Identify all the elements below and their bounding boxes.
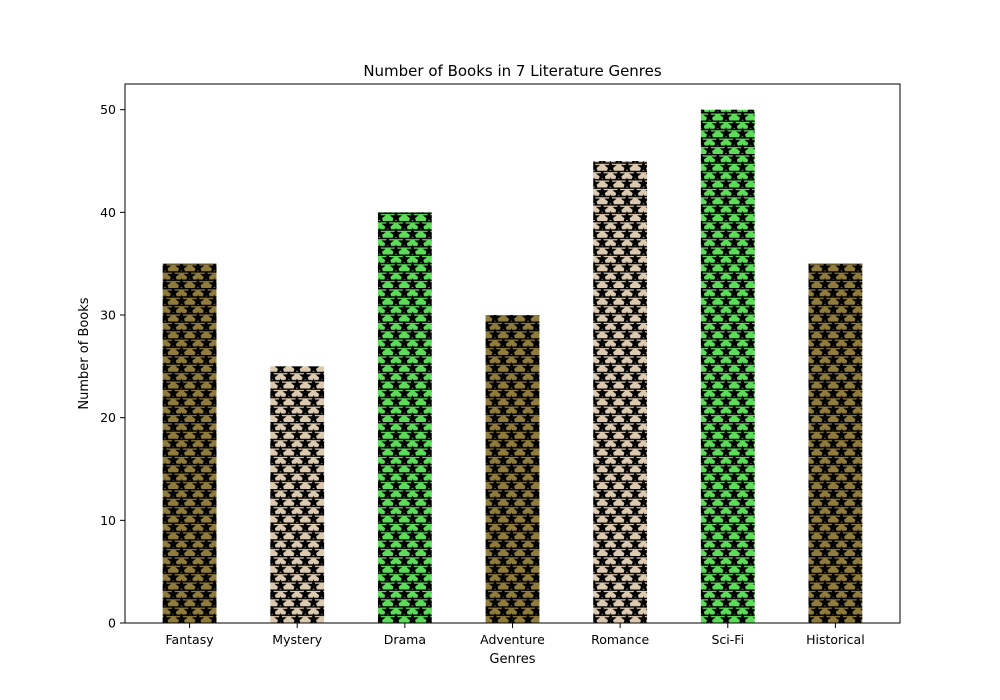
y-tick-label: 30: [100, 308, 116, 323]
bar-adventure: [485, 315, 540, 623]
y-tick-label: 20: [100, 410, 116, 425]
bar-drama: [377, 212, 432, 623]
y-tick-label: 40: [100, 205, 116, 220]
bar-mystery: [270, 366, 325, 623]
x-axis-label: Genres: [489, 652, 535, 667]
x-tick-label: Fantasy: [166, 632, 215, 647]
y-axis: 0 10 20 30 40 50: [100, 102, 125, 631]
x-tick-label: Sci-Fi: [712, 632, 745, 647]
x-tick-label: Romance: [591, 632, 649, 647]
x-tick-label: Adventure: [480, 632, 545, 647]
chart-title: Number of Books in 7 Literature Genres: [363, 62, 662, 80]
bars-layer: [162, 109, 863, 624]
y-tick-label: 0: [108, 616, 116, 631]
bar-fantasy: [162, 263, 217, 623]
x-axis: Fantasy Mystery Drama Adventure Romance Sci-F…: [166, 623, 865, 647]
bar-romance: [593, 161, 648, 623]
y-tick-label: 10: [100, 513, 116, 528]
y-tick-label: 50: [100, 102, 116, 117]
x-tick-label: Mystery: [272, 632, 322, 647]
bar-sci-fi: [700, 109, 755, 624]
x-tick-label: Historical: [806, 632, 865, 647]
bar-historical: [808, 263, 863, 623]
x-tick-label: Drama: [384, 632, 426, 647]
y-axis-label: Number of Books: [77, 297, 92, 409]
